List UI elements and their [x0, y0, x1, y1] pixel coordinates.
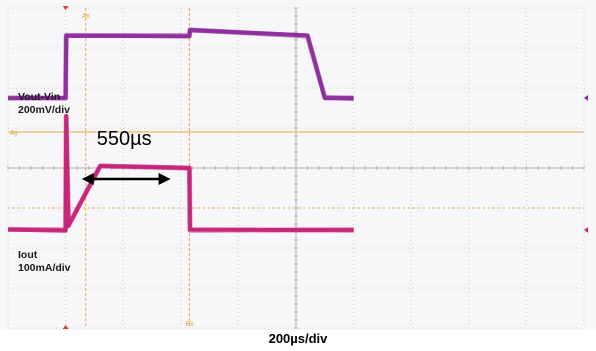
trace-iout [7, 113, 588, 233]
trigger-marker-top [62, 6, 69, 10]
oscilloscope-screen: Ax Bx Ay Vout-Vin 200mV/div Iout 100mA/div 550µ… [7, 6, 588, 329]
trigger-marker-bottom [62, 325, 69, 329]
trace-line [7, 113, 354, 233]
timebase-label: 200µs/div [268, 331, 328, 346]
cursor-ay-label: Ay [10, 130, 19, 137]
grid [7, 7, 585, 329]
trace-line [7, 114, 354, 233]
channel-marker [584, 227, 588, 233]
duration-annotation: 550µs [81, 128, 171, 185]
cursor-bx-label: Bx [185, 321, 194, 328]
annotation-arrowhead-left [81, 173, 94, 185]
cursor-ax-label: Ax [82, 13, 91, 20]
annotation-arrowhead-right [158, 173, 171, 185]
channel-scale-label: 200mV/div [18, 104, 70, 116]
trace-line [7, 28, 354, 101]
channel-scale-label: 100mA/div [18, 262, 71, 274]
trace-vout-vin [7, 27, 588, 102]
channel-marker [584, 95, 588, 101]
channel-name-label: Iout [18, 249, 38, 261]
annotation-label: 550µs [97, 128, 152, 150]
channel-name-label: Vout-Vin [18, 91, 60, 103]
